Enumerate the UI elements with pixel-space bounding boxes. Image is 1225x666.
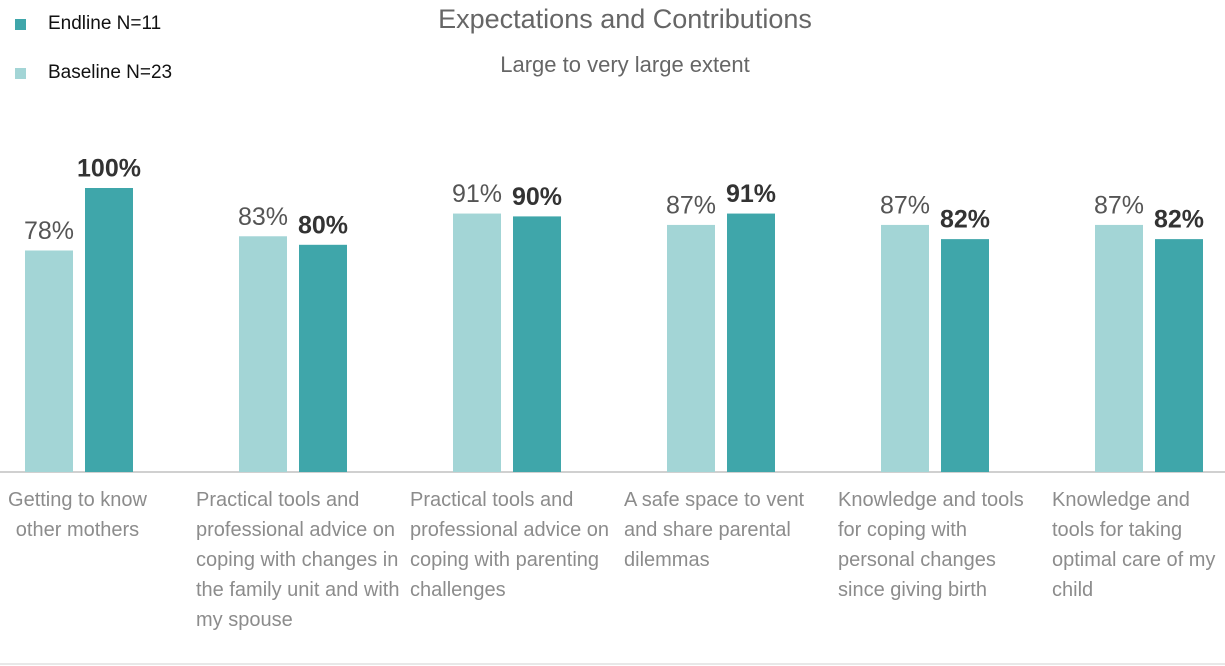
x-tick-label: Practical tools and professional advice …	[196, 489, 400, 631]
bar	[727, 213, 775, 472]
legend-label: Endline N=11	[48, 13, 162, 34]
bar	[299, 244, 347, 472]
value-label: 87%	[666, 192, 716, 220]
x-tick-label: Practical tools and professional advice …	[410, 489, 610, 601]
chart-title: Expectations and Contributions	[438, 4, 812, 34]
bar	[513, 216, 561, 472]
value-label: 78%	[24, 217, 74, 245]
bar	[667, 224, 715, 472]
bar	[85, 188, 133, 472]
bar	[25, 250, 73, 472]
value-label: 87%	[1094, 192, 1144, 220]
value-label: 100%	[77, 155, 141, 183]
legend-swatch	[15, 19, 26, 30]
chart-subtitle: Large to very large extent	[500, 52, 750, 77]
value-label: 82%	[940, 206, 990, 234]
bar	[941, 239, 989, 472]
bar	[1155, 239, 1203, 472]
legend-swatch	[15, 68, 26, 79]
value-label: 91%	[452, 180, 502, 208]
bar	[1095, 224, 1143, 472]
value-label: 91%	[726, 180, 776, 208]
value-label: 90%	[512, 183, 562, 211]
value-label: 82%	[1154, 206, 1204, 234]
value-label: 83%	[238, 203, 288, 231]
value-label: 87%	[880, 192, 930, 220]
legend-label: Baseline N=23	[48, 62, 173, 83]
x-tick-label: Knowledge and tools for coping with pers…	[838, 489, 1024, 601]
bar	[453, 213, 501, 472]
value-label: 80%	[298, 211, 348, 239]
bar	[239, 236, 287, 472]
bar	[881, 224, 929, 472]
x-tick-label: Knowledge and tools for taking optimal c…	[1052, 489, 1216, 601]
x-tick-label: A safe space to vent and share parental …	[624, 489, 805, 571]
x-tick-label: Getting to know other mothers	[8, 489, 147, 541]
